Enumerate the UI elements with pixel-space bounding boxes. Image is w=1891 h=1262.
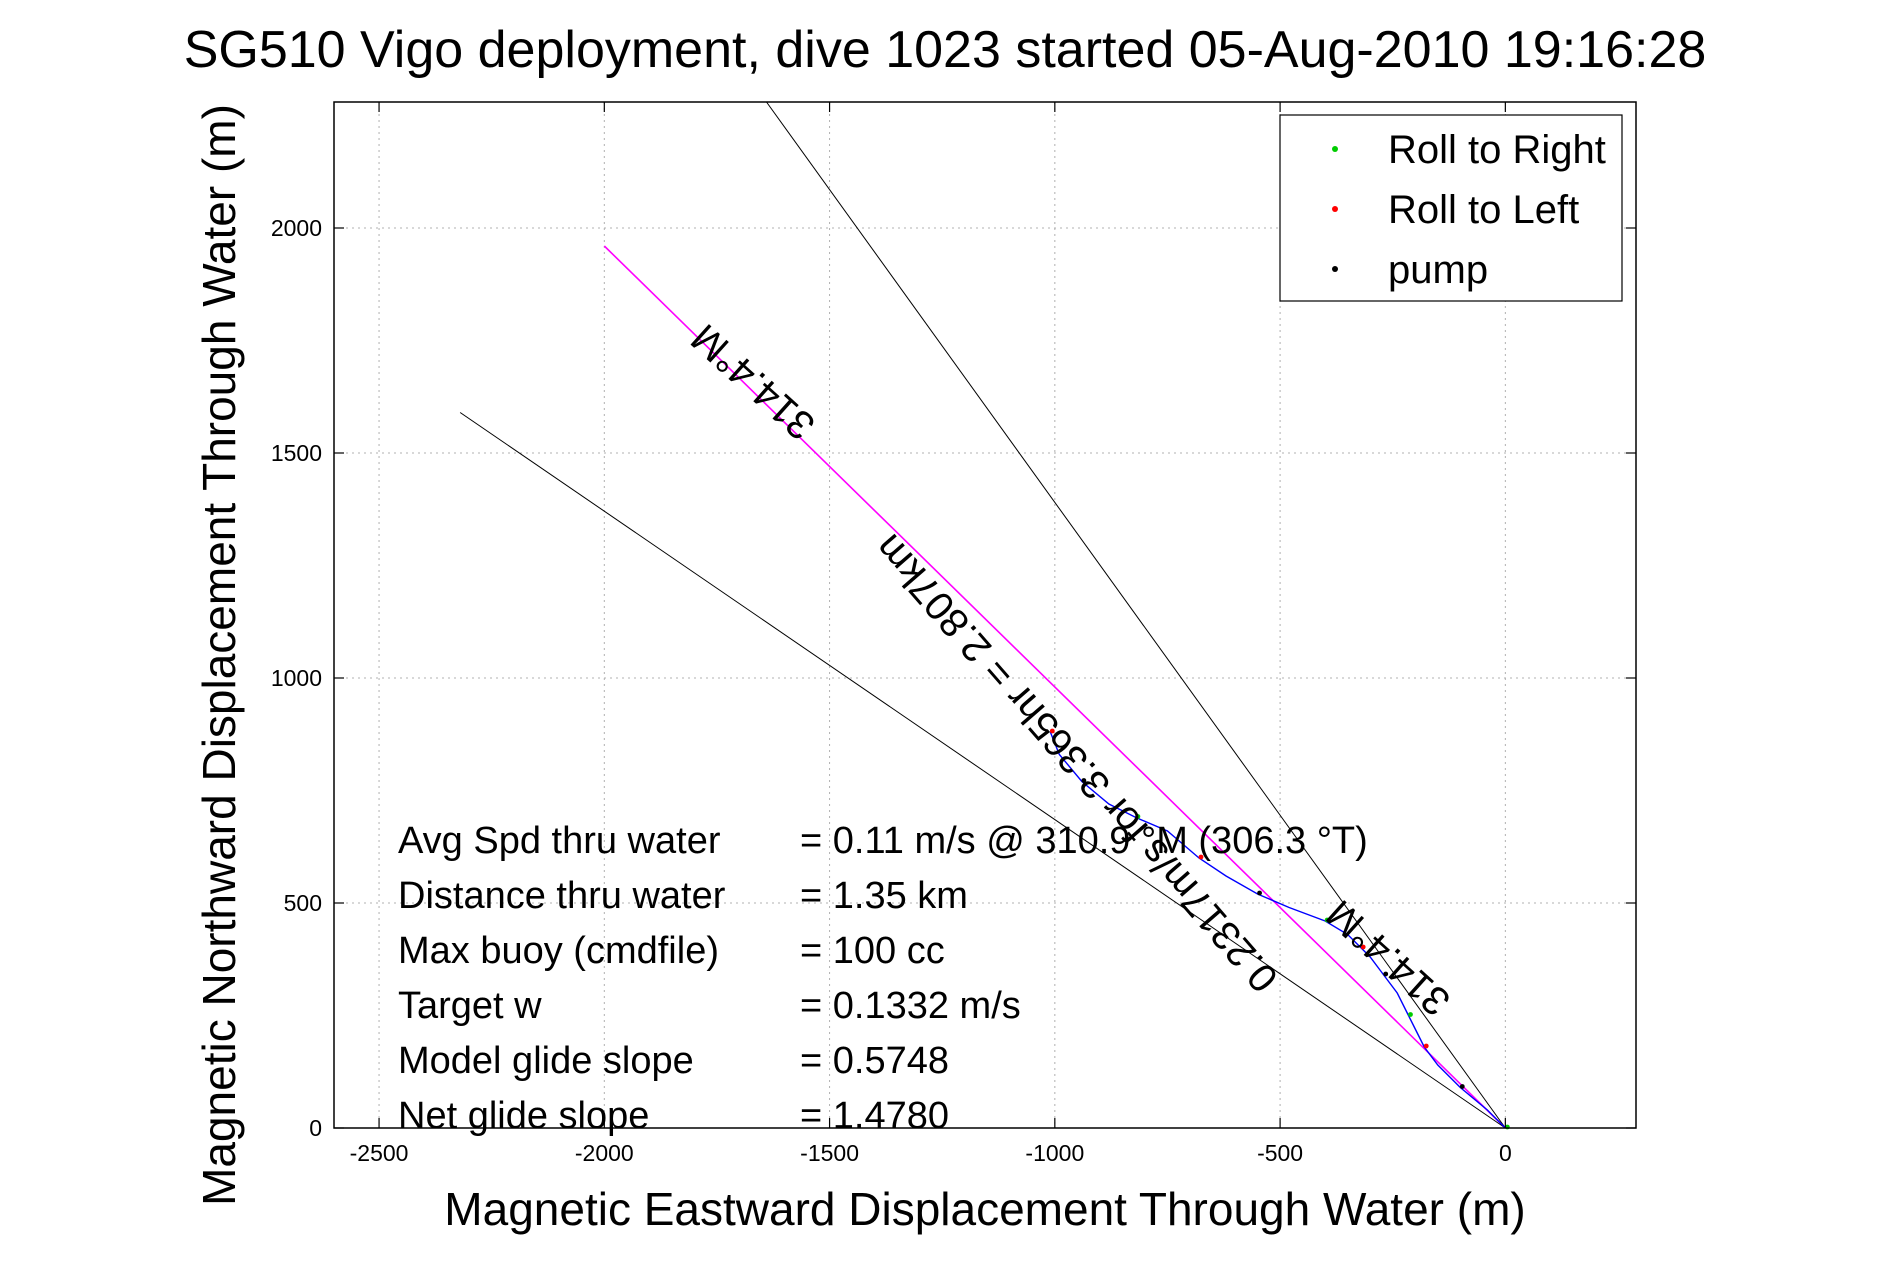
legend: Roll to Right Roll to Left pump	[1279, 114, 1623, 302]
stats-value: = 100 cc	[800, 930, 945, 972]
track-line	[1049, 731, 1506, 1129]
y-tick-label: 0	[309, 1115, 322, 1141]
heading-bound-upper	[766, 101, 1506, 1129]
y-tick-label: 1500	[271, 440, 322, 466]
y-tick-label: 2000	[271, 215, 322, 241]
stats-label: Target w	[398, 985, 542, 1027]
stats-value: = 1.4780	[800, 1095, 949, 1137]
x-tick-label: -1500	[800, 1140, 859, 1166]
stats-block: Avg Spd thru water = 0.11 m/s @ 310.9 °M …	[398, 820, 1368, 1137]
stats-value: = 0.11 m/s @ 310.9 °M (306.3 °T)	[800, 820, 1368, 862]
track-marker	[1135, 814, 1141, 819]
x-tick-label: -500	[1257, 1140, 1303, 1166]
x-tick-label: 0	[1499, 1140, 1512, 1166]
track-marker	[1408, 1012, 1413, 1017]
track-marker	[1257, 890, 1262, 896]
plot-frame	[333, 101, 1637, 1129]
stats-value: = 0.1332 m/s	[800, 985, 1021, 1027]
legend-label: Roll to Right	[1388, 128, 1606, 172]
x-tick-label: -2500	[350, 1140, 409, 1166]
legend-marker	[1332, 266, 1338, 272]
track-marker	[1360, 944, 1366, 950]
track-marker	[1383, 971, 1389, 977]
y-tick-label: 500	[284, 890, 322, 916]
track-marker	[1423, 1043, 1429, 1049]
x-tick-label: -2000	[575, 1140, 634, 1166]
chart-title: SG510 Vigo deployment, dive 1023 started…	[184, 21, 1707, 79]
y-tick-label: 1000	[271, 665, 322, 691]
stats-label: Net glide slope	[398, 1095, 649, 1137]
legend-label: pump	[1388, 248, 1488, 292]
heading-bound-lower	[459, 412, 1506, 1129]
stats-label: Max buoy (cmdfile)	[398, 930, 719, 972]
stats-value: = 0.5748	[800, 1040, 949, 1082]
stats-value: = 1.35 km	[800, 875, 968, 917]
track-marker	[1049, 728, 1055, 734]
x-axis-label: Magnetic Eastward Displacement Through W…	[444, 1183, 1525, 1235]
ticks: -2500 -2000 -1500 -1000 -500 0 0 500 1000 1500 200…	[271, 102, 1636, 1166]
heading-line	[603, 245, 1506, 1129]
data-series	[1049, 728, 1510, 1130]
track-marker	[1324, 917, 1330, 923]
stats-label: Distance thru water	[398, 875, 726, 917]
track-marker	[1081, 778, 1087, 783]
legend-marker	[1332, 146, 1338, 152]
x-tick-label: -1000	[1025, 1140, 1084, 1166]
stats-label: Model glide slope	[398, 1040, 694, 1082]
track-marker	[1198, 854, 1204, 860]
legend-marker	[1332, 206, 1338, 212]
legend-label: Roll to Left	[1388, 188, 1579, 232]
reference-lines	[459, 101, 1506, 1129]
track-marker	[1459, 1084, 1465, 1089]
stats-label: Avg Spd thru water	[398, 820, 721, 862]
y-axis-label: Magnetic Northward Displacement Through …	[193, 104, 245, 1206]
